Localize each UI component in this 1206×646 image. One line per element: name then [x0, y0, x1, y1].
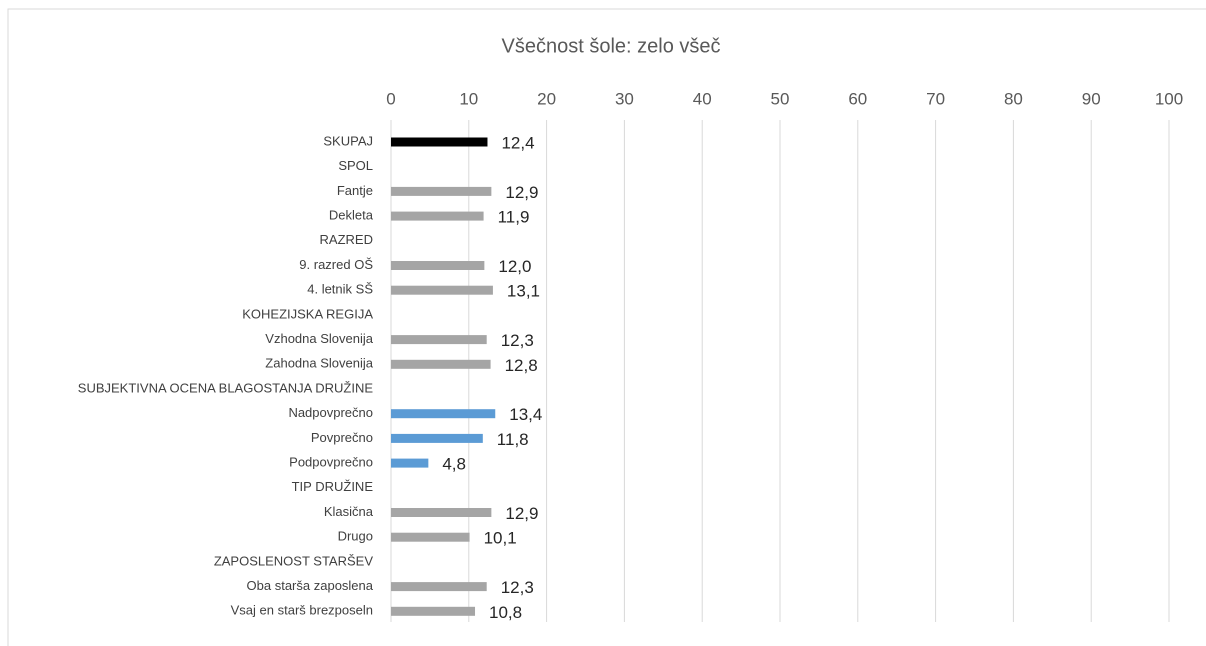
value-label: 11,8 [497, 430, 529, 449]
bar [391, 335, 487, 345]
value-label: 12,0 [498, 257, 531, 276]
chart-title: Všečnost šole: zelo všeč [502, 35, 721, 57]
category-label: Zahodna Slovenija [265, 356, 373, 371]
category-label: Klasična [324, 504, 374, 519]
x-tick-label: 50 [771, 89, 790, 108]
category-label: Vzhodna Slovenija [265, 331, 373, 346]
chart-border [7, 8, 1206, 646]
bar [391, 186, 492, 196]
bar [391, 261, 485, 270]
x-tick-label: 60 [848, 89, 867, 108]
category-label: TIP DRUŽINE [292, 479, 374, 494]
bar [391, 211, 484, 221]
category-label: SUBJEKTIVNA OCENA BLAGOSTANJA DRUŽINE [78, 380, 374, 395]
category-label: Oba starša zaposlena [247, 578, 374, 593]
category-label: KOHEZIJSKA REGIJA [242, 306, 373, 321]
category-label: SKUPAJ [323, 133, 373, 148]
category-label: SPOL [338, 158, 373, 173]
x-tick-label: 90 [1082, 89, 1101, 108]
value-label: 11,9 [498, 208, 530, 227]
bar [391, 582, 487, 592]
value-label: 12,9 [505, 504, 538, 523]
category-label: Dekleta [329, 208, 374, 223]
x-tick-label: 80 [1004, 89, 1023, 108]
category-label: Vsaj en starš brezposeln [231, 603, 373, 618]
x-tick-label: 70 [926, 89, 945, 108]
value-label: 10,1 [484, 529, 517, 548]
x-tick-label: 40 [693, 89, 712, 108]
category-label: Povprečno [311, 430, 373, 445]
value-label: 13,4 [509, 405, 542, 424]
category-label: 4. letnik SŠ [307, 282, 373, 297]
value-label: 12,3 [501, 578, 534, 597]
bar [391, 458, 429, 468]
bar [391, 606, 476, 616]
value-label: 12,9 [505, 183, 538, 202]
bar [391, 433, 483, 443]
category-label: Drugo [338, 529, 373, 544]
value-label: 4,8 [442, 455, 466, 474]
bar [391, 359, 491, 369]
x-tick-label: 30 [615, 89, 634, 108]
category-label: 9. razred OŠ [299, 257, 373, 272]
x-tick-label: 10 [459, 89, 478, 108]
value-label: 13,1 [507, 282, 540, 301]
bar [391, 508, 492, 517]
bar [391, 532, 470, 542]
category-label: Podpovprečno [289, 455, 373, 470]
value-label: 10,8 [489, 603, 522, 622]
bar [391, 285, 493, 295]
category-label: ZAPOSLENOST STARŠEV [214, 553, 374, 568]
x-tick-label: 100 [1155, 89, 1183, 108]
bar [391, 137, 488, 147]
x-tick-label: 0 [386, 89, 395, 108]
bar [391, 409, 496, 419]
x-tick-label: 20 [537, 89, 556, 108]
value-label: 12,8 [505, 356, 538, 375]
category-label: RAZRED [320, 232, 373, 247]
category-label: Fantje [337, 183, 373, 198]
category-label: Nadpovprečno [288, 405, 373, 420]
value-label: 12,4 [501, 133, 534, 152]
value-label: 12,3 [501, 331, 534, 350]
